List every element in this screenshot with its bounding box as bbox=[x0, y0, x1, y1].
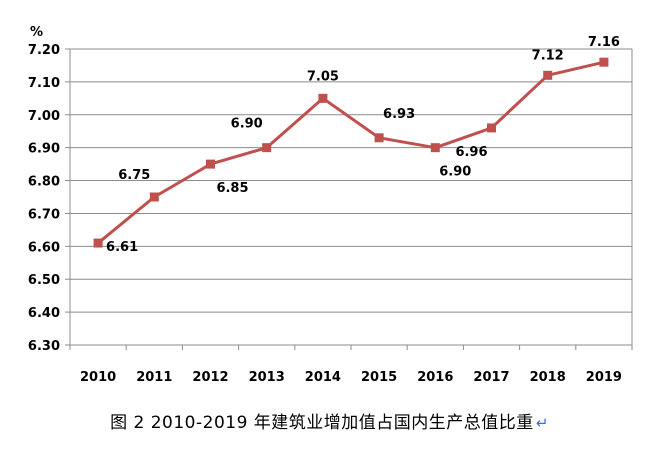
y-tick-label: 7.00 bbox=[28, 109, 60, 124]
y-tick-label: 6.80 bbox=[28, 175, 60, 190]
data-label: 6.75 bbox=[118, 168, 150, 183]
series-line-path bbox=[97, 60, 605, 245]
data-label: 6.96 bbox=[455, 145, 487, 160]
data-point-marker bbox=[543, 70, 553, 80]
data-label: 7.16 bbox=[588, 35, 620, 50]
data-label: 6.61 bbox=[106, 240, 138, 255]
y-tick-label: 7.10 bbox=[28, 76, 60, 91]
y-tick-label: 6.30 bbox=[28, 339, 60, 354]
gridlines bbox=[65, 48, 633, 350]
line-chart: % 6.30 6.40 6.50 6.60 6.70 6.80 6.90 7.00 7.10 7.… bbox=[28, 25, 633, 385]
y-tick-label: 6.60 bbox=[28, 240, 60, 255]
x-tick-label: 2013 bbox=[249, 370, 285, 385]
data-point-marker bbox=[599, 57, 609, 67]
data-point-marker bbox=[374, 133, 384, 143]
y-tick-labels: 6.30 6.40 6.50 6.60 6.70 6.80 6.90 7.00 7.10 7.20 bbox=[28, 43, 60, 354]
data-point-marker bbox=[206, 159, 215, 169]
x-tick-label: 2018 bbox=[530, 370, 566, 385]
data-point-marker bbox=[262, 143, 272, 153]
data-point-marker bbox=[430, 143, 440, 153]
x-tick-label: 2019 bbox=[586, 370, 622, 385]
x-tick-label: 2011 bbox=[136, 370, 172, 385]
data-label: 6.90 bbox=[231, 117, 263, 132]
x-tick-labels: 2010 2011 2012 2013 2014 2015 2016 2017 2018 2019 bbox=[80, 370, 622, 385]
data-label: 6.90 bbox=[439, 165, 471, 180]
y-tick-label: 6.70 bbox=[28, 207, 60, 222]
x-tick-label: 2016 bbox=[417, 370, 453, 385]
data-label: 7.12 bbox=[532, 48, 564, 63]
data-label: 6.93 bbox=[383, 107, 415, 122]
data-markers bbox=[93, 57, 609, 248]
data-label: 7.05 bbox=[307, 69, 339, 84]
x-tick-label: 2010 bbox=[80, 370, 116, 385]
return-mark-icon: ↵ bbox=[535, 414, 549, 432]
x-tick-label: 2014 bbox=[305, 370, 341, 385]
x-tick-label: 2012 bbox=[192, 370, 228, 385]
y-tick-label: 6.90 bbox=[28, 142, 60, 157]
caption-text: 图 2 2010-2019 年建筑业增加值占国内生产总值比重 bbox=[110, 413, 534, 433]
y-tick-label: 7.20 bbox=[28, 43, 60, 58]
y-tick-label: 6.40 bbox=[28, 306, 60, 321]
data-point-marker bbox=[93, 238, 103, 248]
y-tick-label: 6.50 bbox=[28, 273, 60, 288]
data-point-marker bbox=[318, 93, 328, 103]
x-tick-label: 2015 bbox=[361, 370, 397, 385]
data-label: 6.85 bbox=[216, 181, 248, 196]
x-tick-label: 2017 bbox=[473, 370, 509, 385]
data-labels: 6.61 6.75 6.85 6.90 7.05 6.93 6.90 6.96 7.12 7.16 bbox=[106, 35, 620, 255]
data-point-marker bbox=[487, 123, 496, 133]
figure-caption: 图 2 2010-2019 年建筑业增加值占国内生产总值比重 ↵ bbox=[0, 408, 659, 433]
series-line bbox=[97, 60, 605, 245]
data-point-marker bbox=[149, 192, 159, 202]
y-axis-unit-label: % bbox=[30, 25, 43, 40]
